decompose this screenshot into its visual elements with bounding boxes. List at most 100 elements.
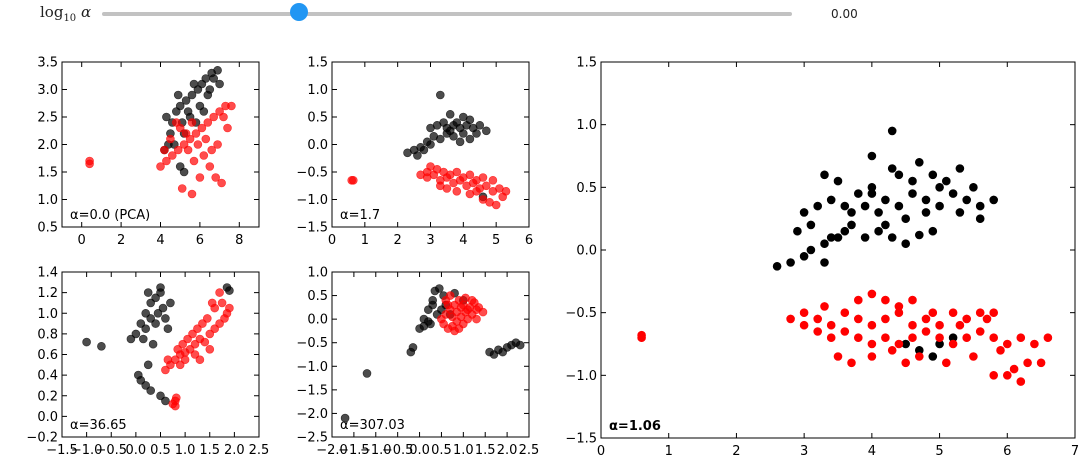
data-point (941, 176, 951, 186)
data-point (491, 200, 501, 210)
x-tick-label: 3 (800, 444, 808, 459)
data-point (989, 370, 999, 380)
data-point (199, 107, 209, 116)
data-point (894, 339, 904, 349)
x-tick-label: 1 (665, 444, 673, 459)
data-point (187, 189, 197, 199)
y-tick-label: 1.0 (37, 193, 58, 208)
data-point (413, 151, 422, 160)
data-point (197, 123, 207, 133)
x-tick-label: 1.0 (453, 443, 474, 458)
series-2 (437, 291, 488, 336)
data-point (207, 145, 216, 155)
data-point (833, 176, 843, 186)
alpha-slider-thumb[interactable] (290, 3, 309, 21)
data-point (1002, 370, 1012, 380)
data-point (948, 339, 958, 349)
data-point (153, 308, 163, 318)
data-point (820, 239, 829, 248)
alpha-slider-value: 0.00 (831, 7, 858, 21)
data-point (408, 343, 418, 352)
data-point (203, 118, 213, 127)
data-point (928, 352, 938, 361)
data-point (481, 126, 491, 136)
alpha-slider-track[interactable] (102, 12, 792, 16)
data-point (867, 339, 877, 349)
data-point (195, 355, 205, 365)
data-point (85, 159, 94, 169)
data-point (840, 201, 850, 211)
y-tick-label: −0.5 (565, 306, 597, 321)
data-point (215, 79, 224, 89)
x-tick-label: −1.0 (360, 443, 392, 458)
data-point (507, 340, 516, 350)
data-point (498, 192, 508, 202)
alpha-annotation: α=36.65 (70, 418, 127, 433)
data-point (205, 329, 215, 339)
data-point (853, 189, 863, 198)
data-point (456, 303, 466, 312)
y-tick-label: −2.0 (296, 407, 328, 422)
data-point (833, 233, 843, 242)
data-point (198, 319, 207, 328)
data-point (901, 214, 911, 223)
data-point (143, 360, 153, 370)
data-point (162, 112, 171, 122)
data-point (217, 298, 227, 308)
alpha-annotation: α=307.03 (340, 418, 405, 433)
data-point (799, 308, 809, 318)
data-point (465, 170, 475, 180)
data-point (168, 151, 177, 160)
data-point (996, 345, 1005, 355)
x-tick-label: 1 (361, 233, 369, 248)
y-tick-label: 0.4 (37, 369, 58, 384)
data-point (209, 74, 218, 83)
data-point (213, 66, 222, 75)
data-point (472, 129, 481, 138)
data-point (921, 208, 931, 217)
data-point (141, 324, 150, 334)
data-point (141, 381, 150, 390)
data-point (853, 295, 863, 305)
data-point (1023, 358, 1032, 368)
data-point (160, 145, 169, 155)
data-point (219, 112, 228, 122)
data-point (141, 308, 150, 318)
data-point (881, 333, 890, 343)
data-point (860, 233, 870, 242)
data-point (860, 201, 870, 211)
x-tick-label: −1.5 (46, 443, 78, 458)
data-point (434, 284, 444, 293)
data-point (901, 239, 911, 248)
data-point (205, 85, 215, 94)
slider-label-sub: 10 (63, 13, 77, 24)
x-tick-label: 1.5 (475, 443, 496, 458)
data-point (187, 90, 197, 100)
data-point (867, 320, 877, 330)
x-tick-label: 8 (235, 233, 243, 248)
series-2 (347, 162, 511, 210)
x-tick-label: 0.5 (150, 443, 171, 458)
data-point (908, 189, 917, 198)
data-point (179, 167, 189, 177)
y-tick-label: −0.5 (296, 336, 328, 351)
data-point (467, 295, 477, 305)
data-point (874, 208, 883, 217)
x-tick-label: 6 (1003, 444, 1011, 459)
data-point (908, 320, 917, 330)
data-point (826, 333, 836, 343)
y-tick-label: 0.2 (37, 389, 58, 404)
data-point (786, 314, 795, 324)
data-point (213, 140, 222, 149)
data-point (498, 347, 508, 357)
data-point (1016, 333, 1026, 343)
series-2 (161, 288, 234, 411)
data-point (935, 183, 944, 192)
data-point (847, 220, 856, 230)
data-point (183, 334, 192, 344)
x-tick-label: 2.0 (224, 443, 245, 458)
x-tick-label: −2.0 (316, 443, 348, 458)
data-point (921, 314, 931, 324)
y-tick-label: 0.6 (37, 348, 58, 363)
data-point (840, 327, 850, 336)
